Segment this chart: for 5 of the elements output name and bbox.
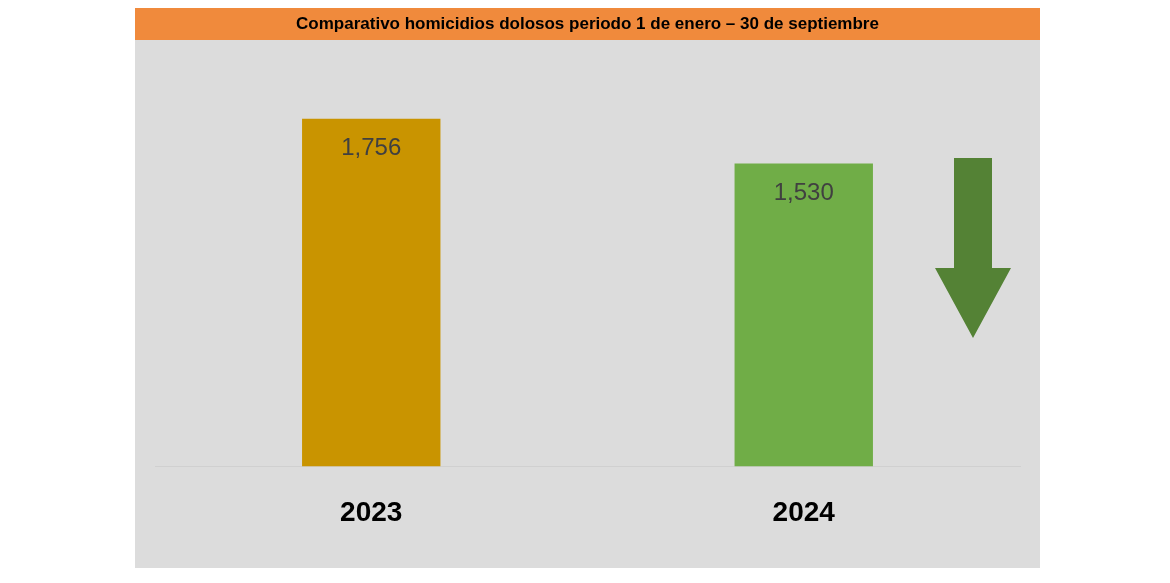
chart-title: Comparativo homicidios dolosos periodo 1 de enero – 30 de septiembre — [135, 8, 1040, 40]
x-tick-label: 2024 — [772, 495, 836, 527]
data-label: 1,756 — [341, 133, 402, 161]
x-tick-label: 2023 — [340, 495, 403, 527]
data-label: 1,530 — [773, 178, 834, 206]
